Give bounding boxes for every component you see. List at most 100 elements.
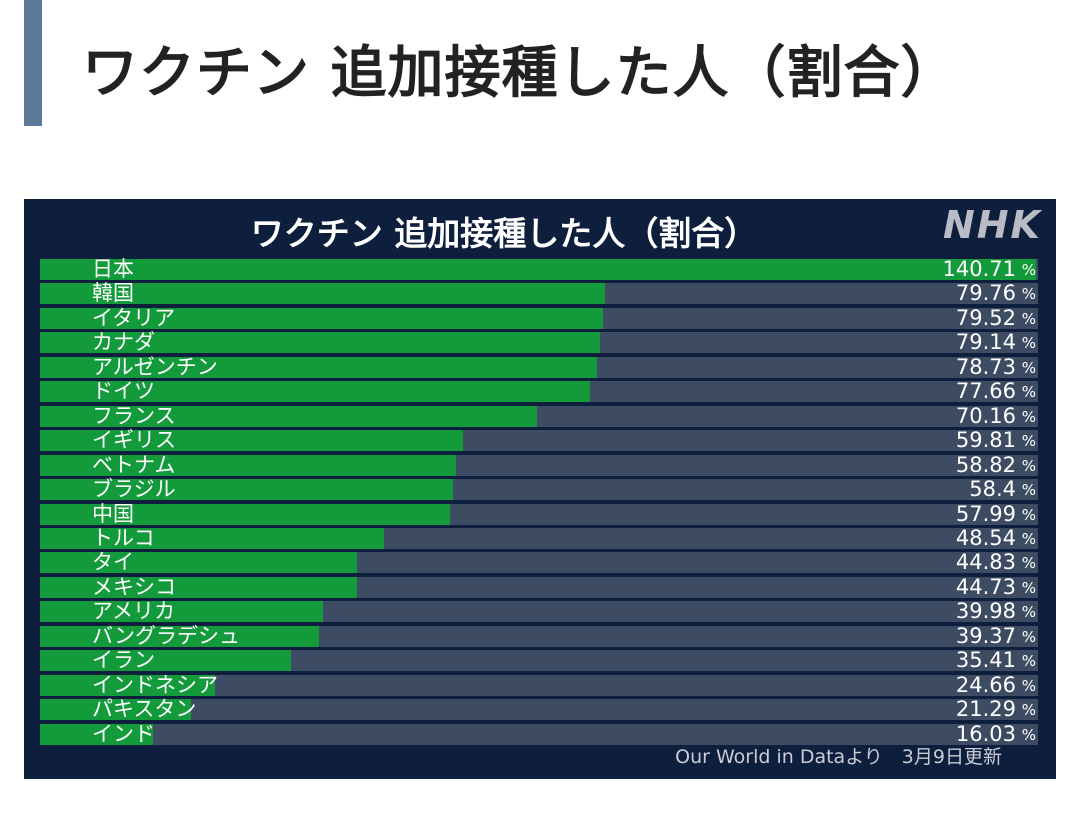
bar-category-label: カナダ xyxy=(92,330,155,355)
bar-unit-label: % xyxy=(1021,334,1036,353)
bar xyxy=(40,283,605,305)
bar-unit-label: % xyxy=(1021,505,1036,524)
bar-category-label: 中国 xyxy=(92,501,134,526)
nhk-logo: NHK xyxy=(942,203,1042,247)
bar-value-label: 24.66 xyxy=(955,672,1016,697)
bar-chart: 日本 140.71% 韓国 79.76% イタリア 79.52% カナダ 79.14% アルゼン… xyxy=(40,257,1038,747)
chart-panel: ワクチン 追加接種した人（割合） NHK 日本 140.71% 韓国 79.76% イタ… xyxy=(24,199,1056,779)
bar xyxy=(40,576,357,598)
bar-value-label: 79.76 xyxy=(955,281,1016,306)
heading-accent-bar xyxy=(24,0,42,126)
bar-value-label: 35.41 xyxy=(955,648,1016,673)
bar-row: 韓国 79.76% xyxy=(40,281,1038,306)
bar-row: イギリス 59.81% xyxy=(40,428,1038,453)
bar-value-label: 78.73 xyxy=(955,354,1016,379)
bar-category-label: ベトナム xyxy=(92,452,176,477)
bar-category-label: アメリカ xyxy=(92,599,175,624)
bar-unit-label: % xyxy=(1021,578,1036,597)
bar-category-label: タイ xyxy=(92,550,134,575)
bar-category-label: 日本 xyxy=(92,257,134,281)
bar-row: ドイツ 77.66% xyxy=(40,379,1038,404)
bar xyxy=(40,332,601,354)
bar xyxy=(40,381,590,403)
bar xyxy=(40,307,603,329)
bar xyxy=(40,454,457,476)
bar-value-label: 59.81 xyxy=(955,428,1016,453)
bar-value-label: 77.66 xyxy=(955,379,1016,404)
bar-category-label: メキシコ xyxy=(92,574,176,599)
bar-category-label: インド xyxy=(92,721,155,746)
bar xyxy=(40,601,323,623)
bar xyxy=(40,479,454,501)
bar-value-label: 58.4 xyxy=(969,477,1016,502)
bar-row: 中国 57.99% xyxy=(40,501,1038,526)
chart-title: ワクチン 追加接種した人（割合） xyxy=(250,214,758,253)
bar-value-label: 39.37 xyxy=(955,623,1016,648)
bar-category-label: フランス xyxy=(92,403,176,428)
bar-value-label: 79.14 xyxy=(955,330,1016,355)
bar-unit-label: % xyxy=(1021,261,1036,279)
bar-category-label: アルゼンチン xyxy=(92,354,218,379)
bar-unit-label: % xyxy=(1021,627,1036,646)
bar-row: トルコ 48.54% xyxy=(40,525,1038,550)
bar xyxy=(40,356,598,378)
bar-unit-label: % xyxy=(1021,603,1036,622)
bar-row: フランス 70.16% xyxy=(40,403,1038,428)
bar-row: アメリカ 39.98% xyxy=(40,599,1038,624)
bar-value-label: 21.29 xyxy=(955,697,1016,722)
bar-unit-label: % xyxy=(1021,456,1036,475)
bar xyxy=(40,503,451,525)
page-heading-block: ワクチン 追加接種した人（割合） xyxy=(24,0,1064,126)
bar-unit-label: % xyxy=(1021,285,1036,304)
bar-row: バングラデシュ 39.37% xyxy=(40,623,1038,648)
bar-unit-label: % xyxy=(1021,309,1036,328)
bar-category-label: イラン xyxy=(92,648,155,673)
bar xyxy=(40,527,384,549)
bar-unit-label: % xyxy=(1021,358,1036,377)
bar-unit-label: % xyxy=(1021,554,1036,573)
bar-value-label: 70.16 xyxy=(955,403,1016,428)
bar-row: カナダ 79.14% xyxy=(40,330,1038,355)
bar xyxy=(40,405,537,427)
bar-value-label: 16.03 xyxy=(955,721,1016,746)
bar-unit-label: % xyxy=(1021,701,1036,720)
bar-category-label: ドイツ xyxy=(92,379,155,404)
bar-category-label: トルコ xyxy=(92,525,155,550)
bar xyxy=(40,723,154,745)
bar-row: アルゼンチン 78.73% xyxy=(40,354,1038,379)
bar xyxy=(40,650,291,672)
bar-category-label: イギリス xyxy=(92,428,176,453)
bar-value-label: 58.82 xyxy=(955,452,1016,477)
bar-value-label: 48.54 xyxy=(955,525,1016,550)
bar xyxy=(40,699,191,721)
bar-value-label: 79.52 xyxy=(955,305,1016,330)
bar-unit-label: % xyxy=(1021,652,1036,671)
bar-row: ベトナム 58.82% xyxy=(40,452,1038,477)
bar-row: ブラジル 58.4% xyxy=(40,477,1038,502)
bar-value-label: 39.98 xyxy=(955,599,1016,624)
bar-unit-label: % xyxy=(1021,407,1036,426)
bar xyxy=(40,430,464,452)
bar-row: 日本 140.71% xyxy=(40,257,1038,281)
bar-category-label: 韓国 xyxy=(92,281,134,306)
bar-unit-label: % xyxy=(1021,529,1036,548)
bar-value-label: 57.99 xyxy=(955,501,1016,526)
bar xyxy=(40,552,358,574)
bar-row: イタリア 79.52% xyxy=(40,305,1038,330)
bar-value-label: 140.71 xyxy=(942,257,1016,281)
bar-unit-label: % xyxy=(1021,383,1036,402)
bar xyxy=(40,625,319,647)
bar xyxy=(40,674,215,696)
bar xyxy=(40,259,1036,280)
bar-row: インド 16.03% xyxy=(40,721,1038,746)
page-title: ワクチン 追加接種した人（割合） xyxy=(82,41,958,106)
bar-category-label: パキスタン xyxy=(92,697,197,722)
bar-row: タイ 44.83% xyxy=(40,550,1038,575)
bar-category-label: バングラデシュ xyxy=(92,623,241,648)
source-note: Our World in Dataより 3月9日更新 xyxy=(675,746,1002,768)
bar-row: インドネシア 24.66% xyxy=(40,672,1038,697)
bar-row: パキスタン 21.29% xyxy=(40,697,1038,722)
bar-value-label: 44.73 xyxy=(955,574,1016,599)
bar-unit-label: % xyxy=(1021,725,1036,744)
bar-unit-label: % xyxy=(1021,481,1036,500)
